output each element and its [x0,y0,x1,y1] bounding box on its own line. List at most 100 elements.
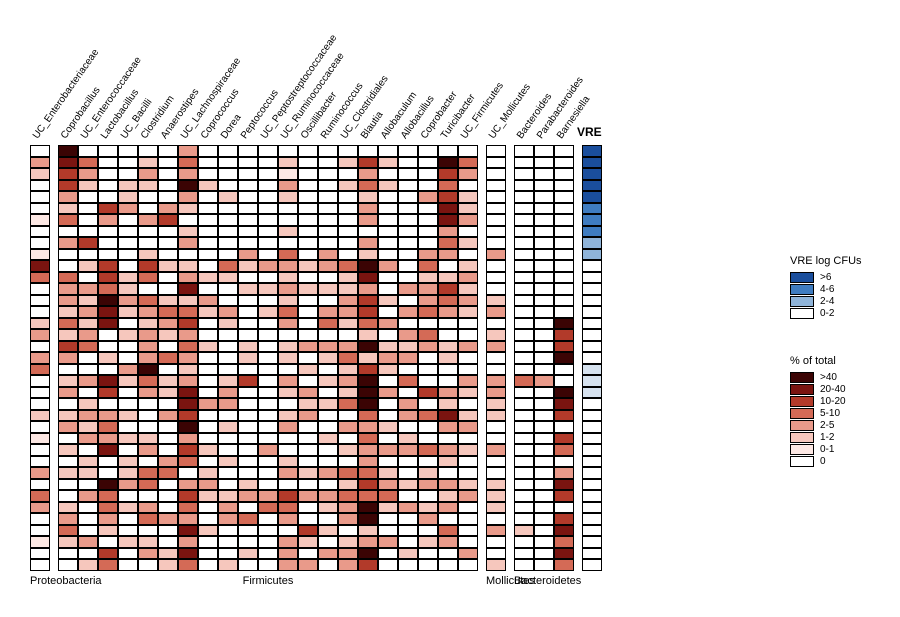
heatmap-cell [418,536,438,548]
heatmap-cell [218,295,238,307]
heatmap-cell [378,548,398,560]
heatmap-cell [318,214,338,226]
heatmap-cell [258,318,278,330]
heatmap-cell [418,283,438,295]
heatmap-cell [298,467,318,479]
heatmap-cell [418,329,438,341]
legend-label: 5-10 [820,408,840,419]
heatmap-cell [178,214,198,226]
heatmap-cell [358,168,378,180]
heatmap-cell [398,341,418,353]
heatmap-cell [118,341,138,353]
heatmap-cell [554,479,574,491]
table-row [514,341,574,353]
heatmap-cell [398,352,418,364]
heatmap-cell [238,525,258,537]
table-row [486,375,506,387]
heatmap-cell [218,398,238,410]
heatmap-cell [218,306,238,318]
heatmap-cell [118,260,138,272]
heatmap-cell [458,490,478,502]
heatmap-cell [178,364,198,376]
heatmap-cell [438,295,458,307]
heatmap-cell [378,410,398,422]
heatmap-cell [118,191,138,203]
heatmap-cell [138,203,158,215]
table-row [30,295,50,307]
heatmap-cell [198,329,218,341]
heatmap-cell [258,191,278,203]
heatmap-cell [30,513,50,525]
heatmap-cell [78,536,98,548]
table-row [30,157,50,169]
heatmap-cell [486,433,506,445]
heatmap-cell [198,410,218,422]
heatmap-cell [298,352,318,364]
heatmap-cell [358,559,378,571]
heatmap-cell [298,272,318,284]
heatmap-cell [534,329,554,341]
heatmap-cell [438,249,458,261]
table-row [514,421,574,433]
heatmap-cell [378,272,398,284]
legend-label: >40 [820,372,837,383]
heatmap-cell [358,375,378,387]
heatmap-cell [298,249,318,261]
table-row [30,398,50,410]
heatmap-cell [258,525,278,537]
table-row [514,260,574,272]
heatmap-cell [138,387,158,399]
heatmap-cell [298,283,318,295]
heatmap-cell [514,536,534,548]
heatmap-cell [298,306,318,318]
heatmap-cell [118,272,138,284]
heatmap-figure: UC_EnterobacteriaceaeCoprobacillusUC_Ent… [20,20,880,597]
heatmap-cell [198,548,218,560]
heatmap-cell [458,295,478,307]
heatmap-cell [486,168,506,180]
table-row [30,467,50,479]
heatmap-cell [534,364,554,376]
heatmap-cell [458,536,478,548]
heatmap-cell [318,352,338,364]
heatmap-cell [554,272,574,284]
column-label: UC_Ruminococcaceae [278,20,298,145]
vre-cell [582,157,602,169]
heatmap-cell [218,203,238,215]
heatmap-cell [30,559,50,571]
table-row [486,410,506,422]
heatmap-cell [238,364,258,376]
heatmap-cell [458,191,478,203]
heatmap-cell [554,375,574,387]
heatmap-cell [318,444,338,456]
heatmap-cell [158,364,178,376]
heatmap-cell [58,456,78,468]
heatmap-cell [118,398,138,410]
vre-cell [582,329,602,341]
heatmap-cell [458,329,478,341]
heatmap-cell [438,318,458,330]
heatmap-cell [78,260,98,272]
heatmap-cell [514,249,534,261]
heatmap-cell [258,157,278,169]
column-label: Coprobacillus [58,20,78,145]
heatmap-cell [438,329,458,341]
heatmap-cell [78,180,98,192]
heatmap-cell [554,444,574,456]
heatmap-cell [438,341,458,353]
table-row [486,318,506,330]
heatmap-cell [278,260,298,272]
heatmap-cell [418,352,438,364]
heatmap-cell [278,467,298,479]
heatmap-cell [338,237,358,249]
heatmap-cell [298,203,318,215]
heatmap-cell [554,260,574,272]
table-row [58,306,478,318]
heatmap-cell [278,525,298,537]
heatmap-cell [78,203,98,215]
heatmap-cell [78,387,98,399]
table-row [486,421,506,433]
heatmap-cell [398,536,418,548]
heatmap-cell [30,490,50,502]
table-row [514,467,574,479]
